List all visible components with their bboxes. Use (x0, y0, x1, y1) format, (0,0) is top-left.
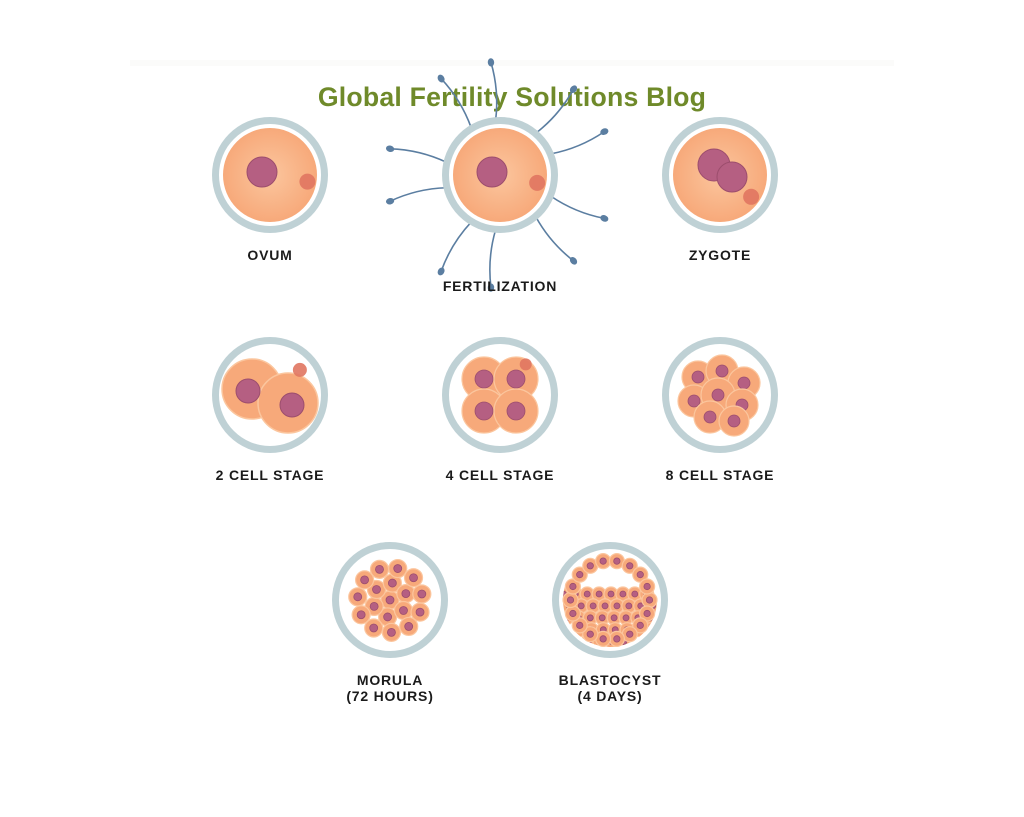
stage-blastocyst (546, 536, 674, 664)
label-two-cell: 2 CELL STAGE (170, 467, 370, 483)
stage-two-cell (206, 331, 334, 459)
stage-fertilization (372, 47, 628, 303)
stage-ovum (206, 111, 334, 239)
label-ovum: OVUM (180, 247, 360, 263)
stage-eight-cell (656, 331, 784, 459)
diagram-root: Global Fertility Solutions Blog OVUM FER… (0, 0, 1024, 817)
label-fertilization: FERTILIZATION (400, 278, 600, 294)
stage-zygote (656, 111, 784, 239)
stage-four-cell (436, 331, 564, 459)
label-morula-line2: (72 HOURS) (346, 688, 433, 704)
label-blastocyst: BLASTOCYST (4 DAYS) (510, 672, 710, 704)
label-blastocyst-line1: BLASTOCYST (559, 672, 662, 688)
label-morula: MORULA (72 HOURS) (290, 672, 490, 704)
label-eight-cell: 8 CELL STAGE (620, 467, 820, 483)
label-four-cell: 4 CELL STAGE (400, 467, 600, 483)
stage-morula (326, 536, 454, 664)
label-morula-line1: MORULA (357, 672, 423, 688)
label-zygote: ZYGOTE (630, 247, 810, 263)
label-blastocyst-line2: (4 DAYS) (577, 688, 642, 704)
